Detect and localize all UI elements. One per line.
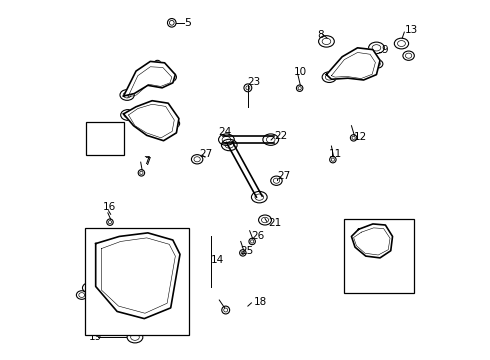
Polygon shape: [351, 224, 392, 258]
Text: 12: 12: [354, 132, 368, 142]
Polygon shape: [123, 101, 179, 141]
Text: 7: 7: [144, 157, 151, 167]
Text: 8: 8: [318, 30, 324, 40]
Text: 10: 10: [294, 67, 307, 77]
Text: 2: 2: [405, 231, 412, 241]
Text: 16: 16: [103, 202, 117, 212]
Text: 17: 17: [88, 280, 101, 290]
Text: 1: 1: [362, 220, 369, 230]
Polygon shape: [326, 48, 380, 80]
Text: 5: 5: [184, 18, 191, 28]
Text: 13: 13: [405, 25, 418, 35]
Polygon shape: [123, 62, 175, 96]
Text: 11: 11: [329, 149, 343, 159]
Bar: [86, 122, 123, 155]
Text: 27: 27: [199, 149, 213, 158]
Text: 26: 26: [251, 231, 265, 241]
Text: 3: 3: [376, 268, 383, 278]
Text: 24: 24: [219, 127, 232, 137]
Text: 7: 7: [144, 156, 150, 166]
Text: 19: 19: [89, 332, 102, 342]
Text: 6: 6: [108, 123, 115, 133]
Bar: [85, 228, 189, 335]
Polygon shape: [96, 233, 180, 319]
Text: 18: 18: [254, 297, 268, 307]
Text: 15: 15: [118, 274, 131, 284]
Text: 9: 9: [382, 45, 389, 55]
Text: 4: 4: [87, 132, 94, 142]
Text: 6: 6: [109, 123, 115, 134]
Text: 14: 14: [210, 255, 223, 265]
Text: 20: 20: [169, 252, 182, 262]
Text: 23: 23: [247, 77, 260, 87]
Text: 21: 21: [268, 218, 281, 228]
Text: 27: 27: [277, 171, 291, 181]
Text: 25: 25: [240, 246, 253, 256]
Bar: [343, 219, 415, 293]
Text: 22: 22: [275, 131, 288, 141]
